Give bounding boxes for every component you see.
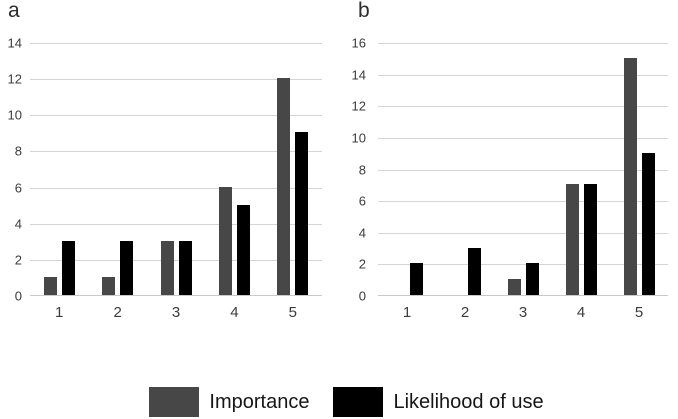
x-tick-label: 1 (55, 304, 64, 321)
y-tick-label: 6 (14, 180, 22, 196)
y-tick-label: 14 (351, 67, 366, 83)
gridline (378, 43, 668, 44)
x-tick-label: 2 (113, 304, 122, 321)
x-tick-label: 2 (460, 304, 470, 321)
y-tick-label: 2 (14, 252, 22, 268)
x-tick-label: 1 (402, 304, 412, 321)
y-tick-label: 12 (351, 98, 366, 114)
bar-likelihood (525, 263, 539, 295)
y-tick-label: 10 (7, 107, 22, 123)
gridline (378, 264, 668, 266)
y-tick-label: 8 (14, 143, 22, 159)
x-tick-label: 4 (576, 304, 586, 321)
bar-likelihood (409, 263, 423, 295)
y-tick-label: 14 (7, 35, 22, 51)
gridline (30, 187, 322, 189)
y-tick-label: 6 (358, 193, 366, 209)
plot-area (30, 43, 322, 296)
bar-importance (43, 276, 57, 295)
gridline (30, 79, 322, 81)
legend-label-importance: Importance (209, 390, 310, 413)
x-axis: 1 2 3 4 5 (30, 304, 322, 321)
y-tick-label: 0 (14, 288, 22, 304)
bar-likelihood (120, 240, 134, 295)
bar-group-4 (552, 43, 610, 295)
bar-group-1 (30, 43, 88, 295)
bar-likelihood (467, 247, 481, 295)
x-tick-label: 4 (230, 304, 239, 321)
y-tick-label: 0 (358, 288, 366, 304)
y-tick-label: 4 (358, 225, 366, 241)
gridline (378, 232, 668, 234)
gridline (30, 151, 322, 153)
bar-likelihood (641, 152, 655, 295)
gridline (30, 223, 322, 225)
gridline (30, 259, 322, 261)
bar-group-3 (147, 43, 205, 295)
gridline (378, 201, 668, 203)
bar-importance (277, 78, 291, 295)
bar-group-3 (494, 43, 552, 295)
bar-likelihood (295, 132, 309, 295)
bar-likelihood (583, 184, 597, 295)
gridline (30, 115, 322, 117)
bar-importance (160, 240, 174, 295)
bar-group-1 (378, 43, 436, 295)
y-tick-label: 10 (351, 130, 366, 146)
plot-area (378, 43, 668, 296)
bar-importance (565, 184, 579, 295)
bar-importance (623, 57, 637, 295)
y-tick-label: 12 (7, 71, 22, 87)
y-tick-label: 16 (351, 35, 366, 51)
x-tick-label: 3 (171, 304, 181, 321)
bar-likelihood (61, 240, 75, 295)
gridline (378, 137, 668, 139)
legend-swatch-importance (149, 387, 200, 417)
gridline (30, 43, 322, 44)
y-tick-label: 8 (358, 162, 366, 177)
x-tick-label: 3 (518, 304, 528, 321)
bar-importance (507, 279, 521, 295)
x-tick-label: 5 (634, 304, 644, 321)
bar-group-2 (436, 43, 494, 295)
bar-group-5 (610, 43, 668, 295)
bar-group-2 (88, 43, 146, 295)
bar-groups (378, 43, 668, 295)
y-axis: 0 2 4 6 8 10 12 14 (0, 36, 22, 304)
bar-importance (218, 186, 232, 295)
y-tick-label: 4 (14, 216, 22, 232)
legend-label-likelihood: Likelihood of use (393, 390, 544, 413)
panel-letter-b: b (358, 0, 370, 22)
legend-swatch-likelihood (333, 387, 384, 417)
gridline (378, 74, 668, 76)
x-axis: 1 2 3 4 5 (378, 304, 668, 321)
legend: Importance Likelihood of use (0, 387, 678, 417)
bar-likelihood (236, 204, 250, 295)
bar-group-5 (264, 43, 322, 295)
y-axis: 0 2 4 6 8 10 12 14 16 (339, 36, 366, 304)
bar-groups (30, 43, 322, 295)
y-tick-label: 2 (358, 256, 366, 272)
legend-item-importance: Importance (149, 387, 309, 417)
x-tick-label: 5 (288, 304, 297, 321)
legend-item-likelihood: Likelihood of use (333, 387, 544, 417)
panel-letter-a: a (8, 0, 20, 22)
bar-group-4 (205, 43, 263, 295)
bar-likelihood (178, 240, 192, 295)
gridline (378, 106, 668, 108)
gridline (378, 169, 668, 171)
bar-importance (102, 276, 116, 295)
